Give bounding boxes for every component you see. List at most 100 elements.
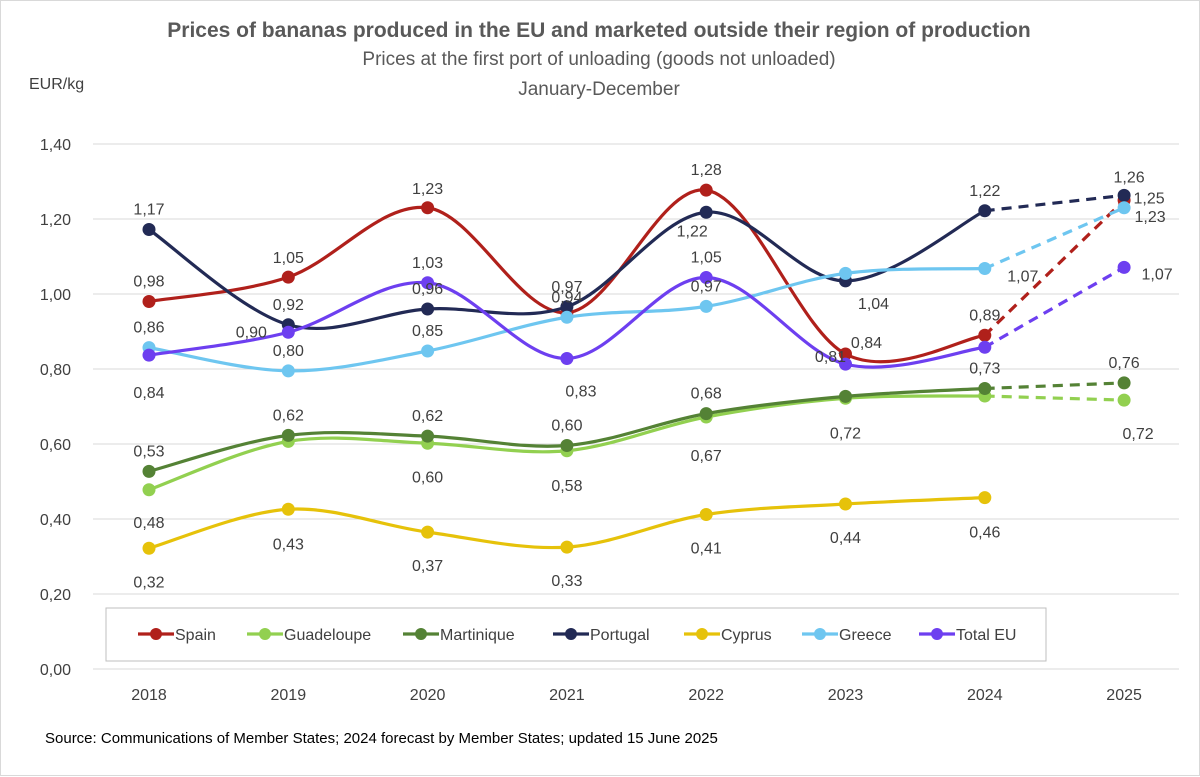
data-label-cyprus: 0,41: [691, 541, 722, 558]
data-point-guadeloupe: [142, 483, 156, 497]
x-tick-label: 2025: [1106, 687, 1142, 704]
y-tick-label: 0,60: [40, 437, 71, 454]
legend-label-portugal: Portugal: [590, 627, 650, 644]
data-label-greece: 0,80: [273, 343, 304, 360]
data-label-portugal: 0,96: [412, 281, 443, 298]
series-forecast-martinique: [984, 381, 1125, 391]
data-point-martinique: [421, 429, 435, 443]
data-point-greece: [839, 266, 852, 280]
y-tick-label: 0,40: [40, 512, 71, 529]
data-point-total-eu: [421, 276, 435, 290]
data-label-cyprus: 0,33: [551, 573, 582, 590]
chart-title: Prices of bananas produced in the EU and…: [167, 19, 1030, 42]
legend-marker-spain: [150, 628, 162, 640]
data-label-martinique: 0,76: [1109, 355, 1140, 372]
data-label-portugal: 1,26: [1114, 169, 1145, 186]
legend-label-greece: Greece: [839, 627, 892, 644]
data-point-greece: [1117, 201, 1131, 215]
data-label-greece: 0,86: [133, 320, 164, 337]
data-point-total-eu: [281, 325, 295, 339]
data-point-total-eu: [560, 352, 574, 365]
series-guadeloupe: [142, 389, 1131, 497]
data-label-greece: 0,94: [551, 289, 582, 306]
gridlines: [93, 143, 1179, 670]
legend-label-martinique: Martinique: [440, 627, 515, 644]
legend-label-cyprus: Cyprus: [721, 627, 772, 644]
series-cyprus: [142, 491, 992, 555]
source-note: Source: Communications of Member States;…: [45, 730, 718, 747]
data-point-spain: [421, 201, 435, 215]
chart-period: January-December: [518, 79, 680, 100]
y-axis-label: EUR/kg: [29, 76, 84, 93]
data-label-guadeloupe: 0,58: [551, 478, 582, 495]
data-point-portugal: [421, 302, 435, 316]
series-forecast-guadeloupe: [984, 394, 1125, 402]
data-point-cyprus: [560, 540, 574, 554]
x-tick-label: 2021: [549, 687, 585, 704]
data-label-total-eu: 1,07: [1142, 266, 1173, 283]
legend-label-total-eu: Total EU: [956, 627, 1016, 644]
data-point-martinique: [1117, 376, 1131, 390]
data-point-cyprus: [142, 541, 156, 555]
data-point-cyprus: [839, 497, 852, 511]
data-point-martinique: [560, 439, 574, 452]
data-point-greece: [560, 310, 574, 324]
x-tick-label: 2019: [271, 687, 307, 704]
data-label-martinique: 0,68: [691, 386, 722, 403]
series-greece: [142, 201, 1131, 378]
data-label-spain: 1,25: [1134, 190, 1165, 207]
legend-label-guadeloupe: Guadeloupe: [284, 627, 371, 644]
data-label-portugal: 1,22: [677, 223, 708, 240]
data-label-martinique: 0,62: [412, 408, 443, 425]
legend-label-spain: Spain: [175, 627, 216, 644]
y-tick-label: 0,80: [40, 362, 71, 379]
data-point-total-eu: [142, 348, 156, 362]
data-point-guadeloupe: [1117, 393, 1131, 407]
data-point-cyprus: [281, 502, 295, 516]
legend-marker-cyprus: [696, 628, 708, 640]
data-point-portugal: [978, 204, 992, 218]
series-forecast-total-eu: [984, 265, 1125, 349]
data-label-total-eu: 1,05: [691, 250, 722, 267]
data-point-spain: [142, 295, 156, 308]
data-point-total-eu: [978, 340, 992, 354]
data-label-spain: 0,84: [851, 335, 882, 352]
data-point-portugal: [142, 223, 156, 236]
data-label-martinique: 0,60: [551, 418, 582, 435]
data-label-guadeloupe: 0,48: [133, 515, 164, 532]
data-point-spain: [699, 183, 713, 197]
legend-marker-total-eu: [931, 628, 943, 640]
series-forecast-spain: [983, 199, 1126, 337]
data-label-greece: 0,85: [412, 323, 443, 340]
data-label-martinique: 0,62: [273, 407, 304, 424]
data-label-spain: 0,89: [969, 307, 1000, 324]
data-label-guadeloupe: 0,72: [830, 425, 861, 442]
data-label-total-eu: 1,03: [412, 255, 443, 272]
data-point-greece: [978, 262, 992, 275]
data-point-martinique: [699, 407, 713, 421]
x-tick-label: 2023: [828, 687, 864, 704]
data-point-cyprus: [699, 508, 713, 521]
data-point-total-eu: [1117, 260, 1131, 274]
legend: Spain Guadeloupe Martinique Portugal Cyprus G…: [105, 607, 1047, 662]
data-point-greece: [421, 344, 435, 358]
data-label-greece: 1,07: [1007, 269, 1038, 286]
data-label-total-eu: 0,90: [236, 324, 267, 341]
data-label-cyprus: 0,32: [133, 574, 164, 591]
x-tick-label: 2018: [131, 687, 167, 704]
data-point-martinique: [978, 382, 992, 395]
y-tick-label: 0,00: [40, 662, 71, 679]
data-label-martinique: 0,53: [133, 443, 164, 460]
y-tick-label: 0,20: [40, 587, 71, 604]
data-label-cyprus: 0,46: [969, 525, 1000, 542]
data-labels: 0,98 1,05 1,23 1,28 0,84 0,89 1,25 0,48 0,60 0,58…: [133, 162, 1172, 591]
data-label-total-eu: 0,81: [815, 349, 846, 366]
data-label-guadeloupe: 0,60: [412, 469, 443, 486]
data-point-spain: [978, 328, 992, 342]
data-point-total-eu: [699, 271, 713, 284]
data-label-total-eu: 0,84: [133, 385, 164, 402]
y-tick-label: 1,00: [40, 287, 71, 304]
y-tick-label: 1,20: [40, 212, 71, 229]
data-label-spain: 1,23: [412, 181, 443, 198]
y-tick-label: 1,40: [40, 137, 71, 154]
